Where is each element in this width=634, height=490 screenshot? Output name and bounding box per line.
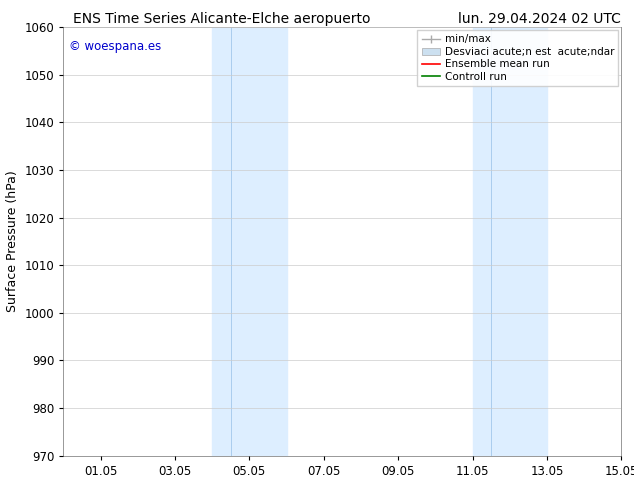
- Bar: [472, 27, 547, 456]
- Bar: [212, 27, 287, 456]
- Text: ENS Time Series Alicante-Elche aeropuerto: ENS Time Series Alicante-Elche aeropuert…: [73, 12, 371, 26]
- Y-axis label: Surface Pressure (hPa): Surface Pressure (hPa): [6, 171, 19, 312]
- Text: lun. 29.04.2024 02 UTC: lun. 29.04.2024 02 UTC: [458, 12, 621, 26]
- Text: © woespana.es: © woespana.es: [69, 40, 161, 53]
- Legend: min/max, Desviaci acute;n est  acute;ndar, Ensemble mean run, Controll run: min/max, Desviaci acute;n est acute;ndar…: [417, 30, 618, 86]
